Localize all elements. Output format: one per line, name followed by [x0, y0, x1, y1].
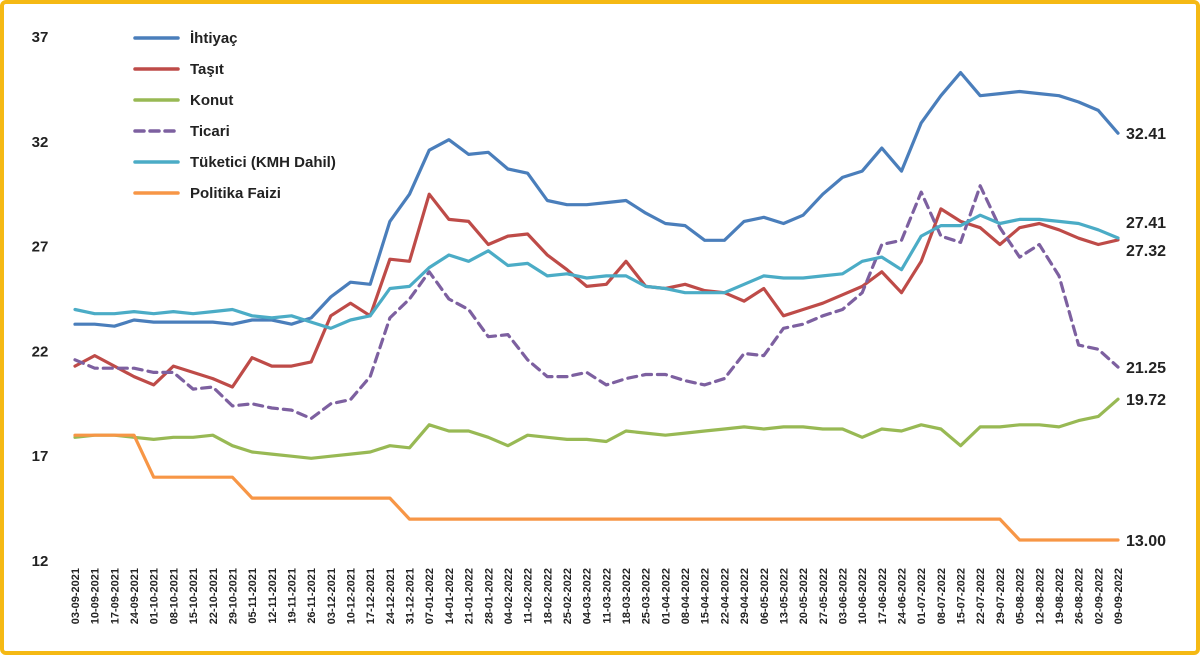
x-tick-label: 10-12-2021 [346, 568, 358, 624]
x-tick-label: 27-05-2022 [818, 568, 830, 624]
x-tick-label: 02-09-2022 [1093, 568, 1105, 624]
x-tick-label: 06-05-2022 [759, 568, 771, 624]
x-tick-label: 20-05-2022 [798, 568, 810, 624]
legend-label: Ticari [190, 123, 230, 140]
x-tick-label: 03-09-2021 [70, 568, 82, 624]
end-value-label: 19.72 [1126, 392, 1166, 409]
x-tick-label: 25-02-2022 [562, 568, 574, 624]
x-tick-label: 08-07-2022 [936, 568, 948, 624]
x-tick-label: 17-09-2021 [109, 568, 121, 624]
end-value-label: 13.00 [1126, 533, 1166, 550]
x-tick-label: 24-09-2021 [129, 568, 141, 624]
x-tick-label: 13-05-2022 [778, 568, 790, 624]
x-tick-label: 11-03-2022 [601, 568, 613, 624]
x-tick-label: 10-06-2022 [857, 568, 869, 624]
series-line-ticari [73, 184, 1120, 421]
x-tick-label: 19-11-2021 [286, 568, 298, 624]
x-tick-label: 01-04-2022 [660, 568, 672, 624]
legend-label: Tüketici (KMH Dahil) [190, 154, 336, 171]
series-line-politika-faizi [73, 433, 1120, 542]
x-tick-label: 03-12-2021 [326, 568, 338, 624]
x-tick-label: 11-02-2022 [523, 568, 535, 624]
x-tick-label: 15-10-2021 [188, 568, 200, 624]
x-tick-label: 21-01-2022 [464, 568, 476, 624]
x-tick-label: 25-03-2022 [641, 568, 653, 624]
x-tick-label: 22-07-2022 [975, 568, 987, 624]
x-tick-label: 09-09-2022 [1113, 568, 1125, 624]
x-tick-label: 29-07-2022 [995, 568, 1007, 624]
x-tick-label: 26-11-2021 [306, 568, 318, 624]
y-tick-label: 37 [32, 29, 49, 46]
x-tick-label: 24-06-2022 [897, 568, 909, 624]
x-tick-label: 18-03-2022 [621, 568, 633, 624]
y-tick-label: 32 [32, 134, 49, 151]
y-tick-label: 12 [32, 553, 49, 570]
x-tick-label: 26-08-2022 [1074, 568, 1086, 624]
x-tick-label: 01-10-2021 [149, 568, 161, 624]
x-tick-label: 12-08-2022 [1034, 568, 1046, 624]
x-tick-label: 08-04-2022 [680, 568, 692, 624]
x-tick-label: 15-07-2022 [956, 568, 968, 624]
x-tick-label: 22-04-2022 [719, 568, 731, 624]
y-tick-label: 27 [32, 239, 49, 256]
legend-label: İhtiyaç [190, 30, 238, 47]
x-tick-label: 18-02-2022 [542, 568, 554, 624]
x-tick-label: 07-01-2022 [424, 568, 436, 624]
end-value-label: 32.41 [1126, 126, 1166, 143]
x-tick-label: 12-11-2021 [267, 568, 279, 624]
legend-label: Taşıt [190, 61, 224, 78]
legend-label: Politika Faizi [190, 185, 281, 202]
x-tick-label: 15-04-2022 [700, 568, 712, 624]
x-tick-label: 05-11-2021 [247, 568, 259, 624]
series-line-i-htiya [73, 70, 1120, 328]
x-tick-label: 10-09-2021 [90, 568, 102, 624]
end-value-label: 27.41 [1126, 215, 1166, 232]
x-tick-label: 03-06-2022 [837, 568, 849, 624]
y-tick-label: 22 [32, 343, 49, 360]
legend-label: Konut [190, 92, 233, 109]
y-tick-label: 17 [32, 448, 49, 465]
x-tick-label: 28-01-2022 [483, 568, 495, 624]
x-tick-label: 04-02-2022 [503, 568, 515, 624]
x-tick-label: 05-08-2022 [1015, 568, 1027, 624]
x-tick-label: 29-10-2021 [227, 568, 239, 624]
x-tick-label: 17-06-2022 [877, 568, 889, 624]
x-tick-label: 14-01-2022 [444, 568, 456, 624]
x-tick-label: 17-12-2021 [365, 568, 377, 624]
series-line-t-ketici-kmh-dahil [73, 213, 1120, 330]
series-line-ta-t [73, 192, 1120, 389]
x-tick-label: 31-12-2021 [405, 568, 417, 624]
x-tick-label: 29-04-2022 [739, 568, 751, 624]
end-value-label: 27.32 [1126, 243, 1166, 260]
x-tick-label: 08-10-2021 [168, 568, 180, 624]
x-tick-label: 22-10-2021 [208, 568, 220, 624]
end-value-label: 21.25 [1126, 360, 1166, 377]
series-line-konut [73, 397, 1120, 460]
x-tick-label: 01-07-2022 [916, 568, 928, 624]
x-tick-label: 19-08-2022 [1054, 568, 1066, 624]
x-tick-label: 04-03-2022 [582, 568, 594, 624]
x-tick-label: 24-12-2021 [385, 568, 397, 624]
